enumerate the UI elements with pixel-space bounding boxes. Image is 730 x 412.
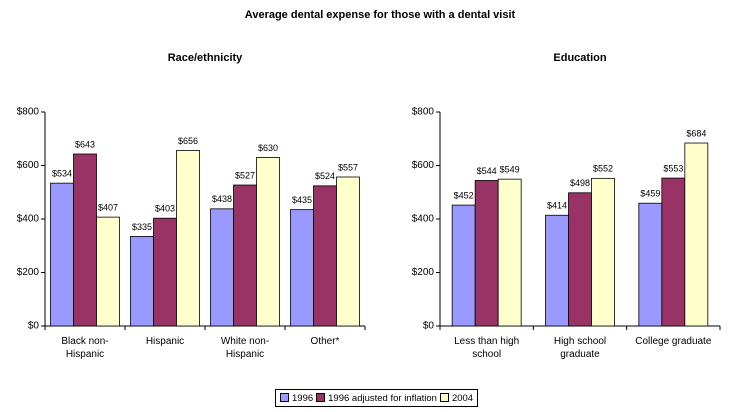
value-label: $459	[640, 189, 660, 199]
chart-subtitle: Education	[553, 52, 606, 64]
value-label: $534	[52, 169, 72, 179]
value-label: $407	[98, 203, 118, 213]
value-label: $549	[500, 165, 520, 175]
value-label: $335	[132, 222, 152, 232]
value-label: $498	[570, 178, 590, 188]
x-tick-label: Other*	[310, 336, 340, 347]
legend-swatch	[280, 393, 289, 403]
bar	[130, 235, 154, 327]
x-tick-label: High school graduate	[553, 336, 607, 360]
bar	[684, 142, 709, 327]
bar	[474, 180, 499, 327]
y-tick-label: $600	[412, 160, 435, 171]
x-tick-label: Hispanic	[145, 336, 185, 347]
value-label: $524	[315, 171, 335, 181]
legend-item: 1996 adjusted for inflation	[316, 393, 437, 404]
legend-item: 1996	[280, 393, 313, 404]
legend-label: 1996 adjusted for inflation	[328, 392, 437, 404]
value-label: $553	[663, 163, 683, 173]
bar	[568, 192, 592, 327]
bar	[50, 182, 74, 327]
value-label: $552	[593, 164, 613, 174]
value-label: $403	[155, 204, 175, 214]
y-tick-label: $200	[412, 267, 435, 278]
legend-item: 2004	[439, 392, 474, 404]
chart-subtitle: Race/ethnicity	[168, 52, 243, 64]
bar	[638, 202, 663, 327]
value-label: $656	[178, 136, 198, 146]
legend-label: 1996	[292, 392, 314, 404]
y-tick-label: $200	[17, 267, 40, 278]
page-title: Average dental expense for those with a …	[245, 9, 516, 21]
x-tick-label: College graduate	[635, 336, 712, 347]
value-label: $435	[292, 195, 312, 205]
x-tick-label: Black non-Hispanic	[61, 336, 109, 360]
value-label: $414	[547, 201, 567, 211]
bar	[96, 216, 120, 327]
value-label: $630	[258, 143, 278, 153]
bar	[661, 177, 686, 327]
bar	[256, 157, 280, 327]
bar	[591, 177, 615, 327]
legend: 1996 1996 adjusted for inflation 2004	[275, 389, 479, 407]
legend-swatch	[439, 393, 449, 403]
y-tick-label: $0	[28, 321, 40, 332]
value-label: $684	[686, 128, 706, 138]
x-tick-label: White non-Hispanic	[220, 336, 270, 360]
y-tick-label: $800	[412, 107, 435, 118]
bar	[336, 176, 360, 327]
value-label: $544	[477, 166, 497, 176]
bar	[497, 178, 522, 327]
y-tick-label: $600	[17, 160, 40, 171]
legend-label: 2004	[451, 392, 474, 404]
bar	[153, 217, 177, 327]
bar	[290, 209, 314, 327]
y-tick-label: $400	[17, 214, 40, 225]
bar	[545, 214, 569, 327]
x-tick-label: Less than high school	[454, 336, 520, 360]
value-label: $438	[212, 194, 232, 204]
legend-swatch	[316, 393, 326, 403]
y-tick-label: $0	[423, 321, 435, 332]
y-tick-label: $800	[17, 107, 40, 118]
value-label: $643	[75, 139, 95, 149]
bar	[73, 153, 97, 327]
value-label: $527	[235, 170, 255, 180]
value-label: $557	[338, 162, 358, 172]
bar	[233, 184, 257, 327]
y-tick-label: $400	[412, 214, 435, 225]
value-label: $452	[454, 190, 474, 200]
bar	[451, 204, 476, 327]
bar	[313, 185, 337, 327]
bar	[210, 208, 234, 327]
bar	[176, 150, 200, 327]
